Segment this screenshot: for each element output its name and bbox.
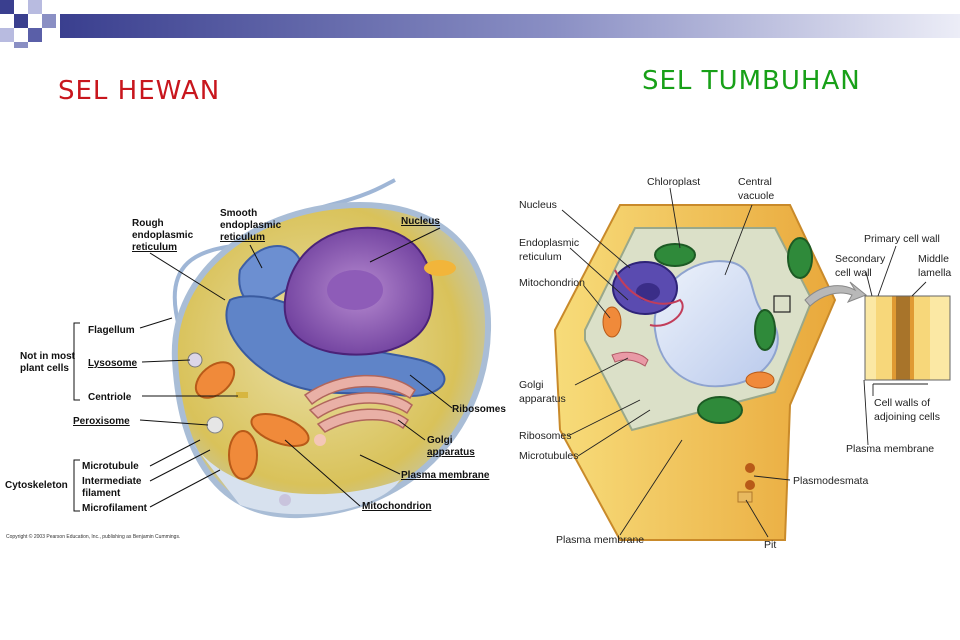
label-cell-walls-2: adjoining cells <box>874 411 940 423</box>
animal-golgi-shape <box>303 374 416 433</box>
label-secondary-wall-1: Secondary <box>835 253 886 265</box>
label-intermediate-2: filament <box>82 488 121 499</box>
label-plant-golgi-1: Golgi <box>519 379 544 391</box>
plasmodesma-shape-2 <box>745 480 755 490</box>
animal-leader-lines <box>73 227 453 512</box>
label-smooth-er-2: endoplasmic <box>220 220 282 231</box>
plant-mitochondrion-shape-2 <box>745 371 775 389</box>
label-middle-lamella-1: Middle <box>918 253 949 265</box>
mitochondrion-shape-1 <box>194 361 236 399</box>
lysosome-shape <box>187 352 203 368</box>
vesicle-shape-2 <box>314 434 326 446</box>
zoom-arrow <box>804 281 867 307</box>
top-decor-bar <box>0 0 960 48</box>
centriole-shape <box>236 392 248 398</box>
zoom-box <box>773 295 791 313</box>
plant-golgi-shape <box>611 351 649 367</box>
label-intermediate-1: Intermediate <box>82 476 142 487</box>
label-flagellum: Flagellum <box>88 325 135 336</box>
plant-cell-diagram: Chloroplast Central vacuole Nucleus Endo… <box>519 176 951 551</box>
label-peroxisome: Peroxisome <box>73 416 130 427</box>
label-rough-er-1: Rough <box>132 218 164 229</box>
plant-cell-title: SEL TUMBUHAN <box>642 66 861 96</box>
label-plant-plasma-membrane-right: Plasma membrane <box>846 443 934 455</box>
label-plant-ribosomes: Ribosomes <box>519 430 572 442</box>
label-plant-plasma-membrane-bottom: Plasma membrane <box>556 534 644 546</box>
label-central-vacuole-2: vacuole <box>738 190 774 202</box>
label-plasmodesmata: Plasmodesmata <box>793 475 868 487</box>
label-cytoskeleton: Cytoskeleton <box>5 480 68 491</box>
chloroplast-shape-3 <box>754 309 776 351</box>
vesicle-shape-3 <box>279 494 291 506</box>
label-plasma-membrane: Plasma membrane <box>401 470 490 481</box>
label-rough-er-2: endoplasmic <box>132 230 194 241</box>
label-plant-nucleus: Nucleus <box>519 199 557 211</box>
label-smooth-er-1: Smooth <box>220 208 257 219</box>
animal-cell-title: SEL HEWAN <box>58 76 221 106</box>
plant-leader-lines <box>561 187 928 538</box>
label-cell-walls-1: Cell walls of <box>874 397 930 409</box>
chloroplast-shape-2 <box>787 237 813 279</box>
label-smooth-er-3: reticulum <box>220 232 265 243</box>
label-middle-lamella-2: lamella <box>918 267 951 279</box>
label-plant-er-2: reticulum <box>519 251 562 263</box>
plant-er-shape <box>614 269 684 327</box>
chloroplast-shape-4 <box>697 396 743 424</box>
label-rough-er-3: reticulum <box>132 242 177 253</box>
label-not-in-plants-2: plant cells <box>20 363 69 374</box>
peroxisome-shape <box>206 416 224 434</box>
label-not-in-plants-1: Not in most <box>20 351 76 362</box>
label-plant-microtubules: Microtubules <box>519 450 579 462</box>
label-plant-mitochondrion: Mitochondrion <box>519 277 585 289</box>
mitochondrion-shape-2 <box>250 413 310 447</box>
label-golgi-1: Golgi <box>427 435 453 446</box>
label-chloroplast: Chloroplast <box>647 176 700 188</box>
animal-cell-diagram: Rough endoplasmic reticulum Smooth endop… <box>5 178 506 540</box>
label-central-vacuole-1: Central <box>738 176 772 188</box>
label-plant-golgi-2: apparatus <box>519 393 566 405</box>
label-secondary-wall-2: cell wall <box>835 267 872 279</box>
label-nucleus: Nucleus <box>401 216 440 227</box>
label-primary-wall: Primary cell wall <box>864 233 940 245</box>
vesicle-shape <box>424 260 456 276</box>
mitochondrion-shape-3 <box>228 430 258 480</box>
label-golgi-2: apparatus <box>427 447 475 458</box>
label-plant-er-1: Endoplasmic <box>519 237 579 249</box>
chloroplast-shape-1 <box>654 243 696 267</box>
cell-wall-inset <box>864 295 951 381</box>
label-lysosome: Lysosome <box>88 358 138 369</box>
copyright-text: Copyright © 2003 Pearson Education, Inc.… <box>6 533 180 540</box>
plant-nucleolus-shape <box>636 283 660 301</box>
label-pit: Pit <box>764 539 776 551</box>
label-ribosomes: Ribosomes <box>452 404 506 415</box>
nucleolus-shape <box>327 270 383 310</box>
label-mitochondrion: Mitochondrion <box>362 501 431 512</box>
label-microtubule: Microtubule <box>82 461 139 472</box>
plant-mitochondrion-shape-1 <box>602 306 622 338</box>
label-microfilament: Microfilament <box>82 503 148 514</box>
plasmodesma-shape-1 <box>745 463 755 473</box>
label-centriole: Centriole <box>88 392 132 403</box>
pit-shape <box>737 491 753 503</box>
